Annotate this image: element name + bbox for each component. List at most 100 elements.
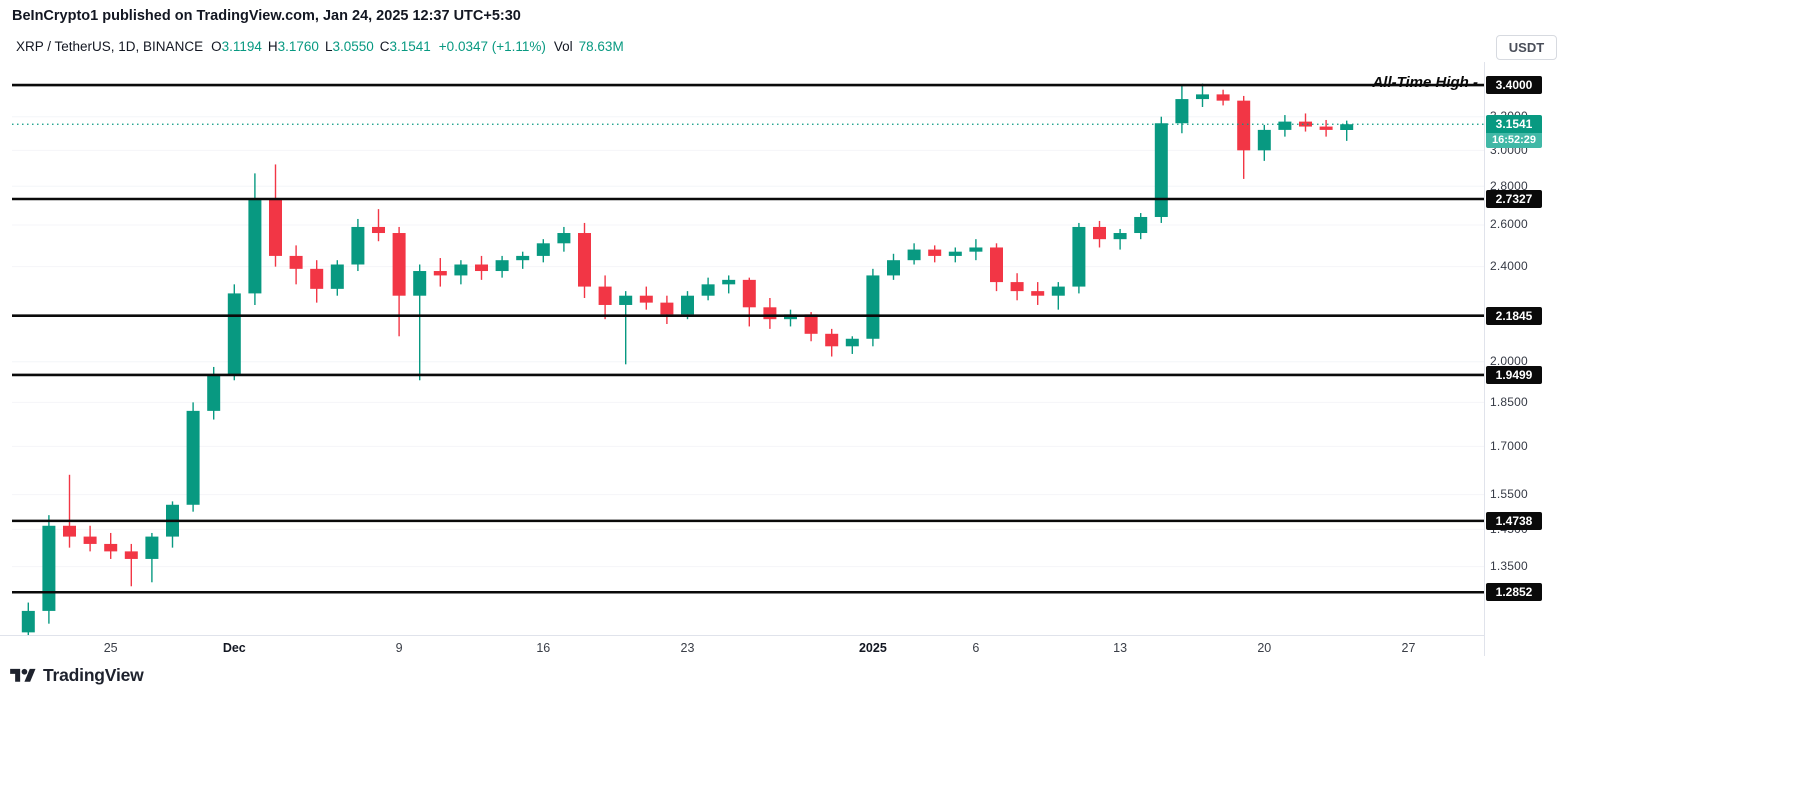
tradingview-brand-text: TradingView [43,665,144,685]
candle-body [681,295,694,315]
candle [413,264,427,381]
candle-body [763,307,777,320]
candle [928,245,942,263]
candle-body [1196,94,1209,100]
candle-body [392,233,406,296]
candle [166,501,179,548]
time-axis-label: 6 [972,641,980,655]
candle [557,226,571,252]
level-price-badge: 1.4738 [1486,511,1542,530]
candle-body [948,251,962,256]
candle-body [1031,291,1045,296]
candle [887,253,900,280]
level-price-badge: 2.1845 [1486,306,1542,325]
candle-body [845,338,859,347]
candle [742,277,756,327]
symbol-title[interactable]: XRP / TetherUS, 1D, BINANCE [16,39,204,54]
time-axis[interactable]: 25 Dec 9 16 23 2025 6 13 20 27 [0,635,1484,657]
candle-body [887,260,900,276]
candle-body [990,247,1003,283]
candle [784,309,797,327]
candle [619,291,633,365]
candle-body [1154,123,1168,217]
candle-body [454,264,468,276]
candle [269,164,282,267]
candle-body [804,314,818,334]
candle [1031,282,1045,305]
volume-label: Vol [553,39,573,54]
candle [578,222,591,298]
candle [495,255,509,278]
candle-body [124,551,138,559]
candle [227,284,241,381]
candle [475,255,488,280]
axis-separator-vertical [1484,62,1485,656]
candle-body [1319,126,1333,130]
candle [248,173,262,305]
chart-canvas[interactable] [0,62,1556,635]
candle [1072,222,1086,294]
candle-body [578,233,591,287]
time-axis-label: 2025 [858,641,887,655]
candle [1278,115,1292,137]
candle [289,245,303,285]
candle [433,258,447,287]
candle-body [536,243,550,256]
candle-body [928,249,942,256]
candle-body [269,199,282,256]
candle [990,243,1003,292]
candle [1237,95,1251,179]
price-axis-label: 2.8000 [1490,178,1528,193]
open-label: O [211,39,222,54]
volume-value: 78.63M [578,39,624,54]
price-axis-label: 1.8500 [1490,394,1528,409]
level-price-badge: 3.4000 [1486,76,1542,95]
candle [1257,124,1271,161]
price-axis-label: 2.0000 [1490,354,1528,369]
tradingview-attribution[interactable]: TradingView [10,665,144,686]
open-value: 3.1194 [221,39,262,54]
candle [598,275,612,320]
price-axis[interactable]: 3.20003.00002.80002.60002.40002.00001.85… [1484,62,1560,635]
candle-body [1093,226,1106,240]
candle [330,260,344,296]
candle [1216,89,1230,106]
candle-body [639,295,653,303]
candle-body [310,268,324,289]
candle-body [907,249,921,261]
currency-toggle-button[interactable]: USDT [1496,35,1557,60]
candle-body [866,275,880,339]
candle-body [351,226,365,265]
candle-body [227,293,241,375]
candle-body [969,247,983,252]
time-axis-label: 20 [1257,641,1272,655]
time-axis-label: 9 [395,641,403,655]
candle [825,328,839,357]
level-price-badge: 1.9499 [1486,365,1542,384]
publication-header-link[interactable]: BeInCrypto1 published on TradingView.com… [12,8,521,24]
candle-body [207,374,221,411]
low-label: L [324,39,333,54]
candle [124,543,138,587]
candle-body [1237,100,1251,151]
candle-body [557,233,571,244]
candle-body [1175,99,1189,124]
candle-body [495,260,509,272]
price-axis-label: 2.6000 [1490,217,1528,232]
candle-body [1010,282,1024,292]
candle-body [21,610,35,633]
candle [660,295,674,325]
candle-body [701,284,715,296]
candle [969,239,983,261]
all-time-high-annotation: All-Time High - [1372,74,1478,91]
candle [1051,282,1065,310]
price-axis-label: 1.7000 [1490,438,1528,453]
chart-widget: BeInCrypto1 published on TradingView.com… [0,8,1560,686]
high-label: H [267,39,278,54]
time-axis-label: 23 [680,641,695,655]
candle-body [413,271,427,296]
candle [1175,85,1189,134]
candle [454,260,468,285]
time-axis-label: 27 [1401,641,1416,655]
candle-body [742,279,756,308]
